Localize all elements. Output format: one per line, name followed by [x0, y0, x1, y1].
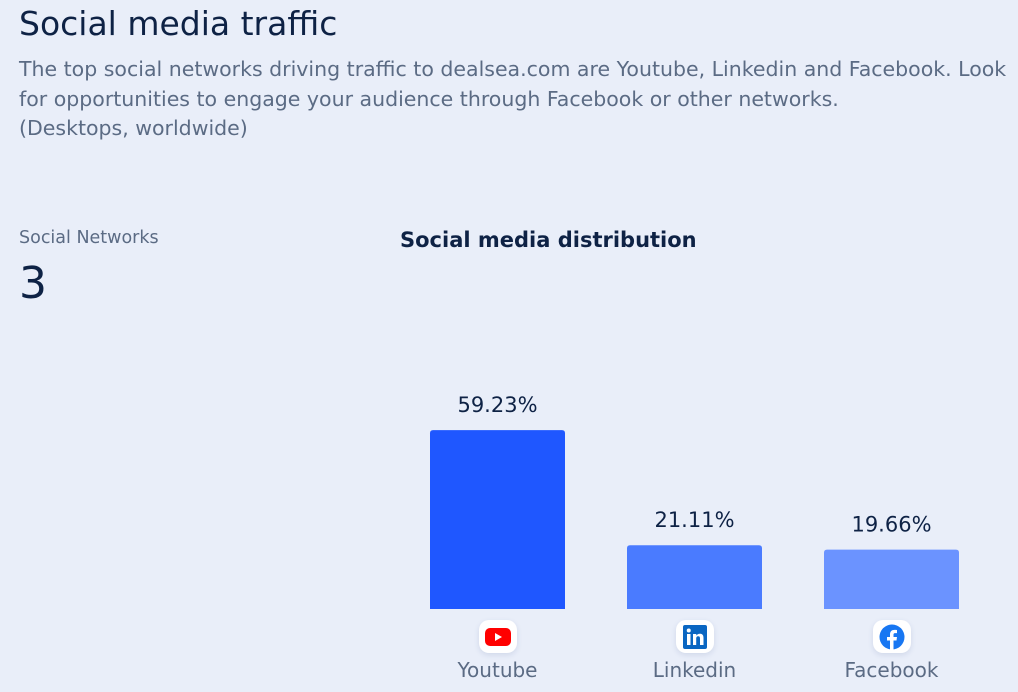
category-label: Youtube [457, 658, 538, 682]
social-networks-count: 3 [19, 258, 47, 309]
linkedin-icon [675, 620, 714, 653]
data-label: 21.11% [654, 508, 734, 532]
category-label: Facebook [844, 658, 939, 682]
description-text: The top social networks driving traffic … [19, 57, 1007, 111]
bar-linkedin[interactable] [627, 545, 762, 609]
social-networks-label: Social Networks [19, 228, 159, 248]
scope-text: (Desktops, worldwide) [19, 116, 248, 140]
youtube-icon [478, 620, 517, 653]
description: The top social networks driving traffic … [19, 55, 1018, 144]
data-label: 19.66% [851, 513, 931, 537]
page-title: Social media traffic [19, 4, 338, 43]
data-label: 59.23% [457, 393, 537, 417]
facebook-icon [872, 620, 911, 653]
bar-facebook[interactable] [824, 549, 959, 609]
bar-youtube[interactable] [430, 430, 565, 609]
category-label: Linkedin [652, 658, 737, 682]
chart-title: Social media distribution [400, 228, 697, 252]
